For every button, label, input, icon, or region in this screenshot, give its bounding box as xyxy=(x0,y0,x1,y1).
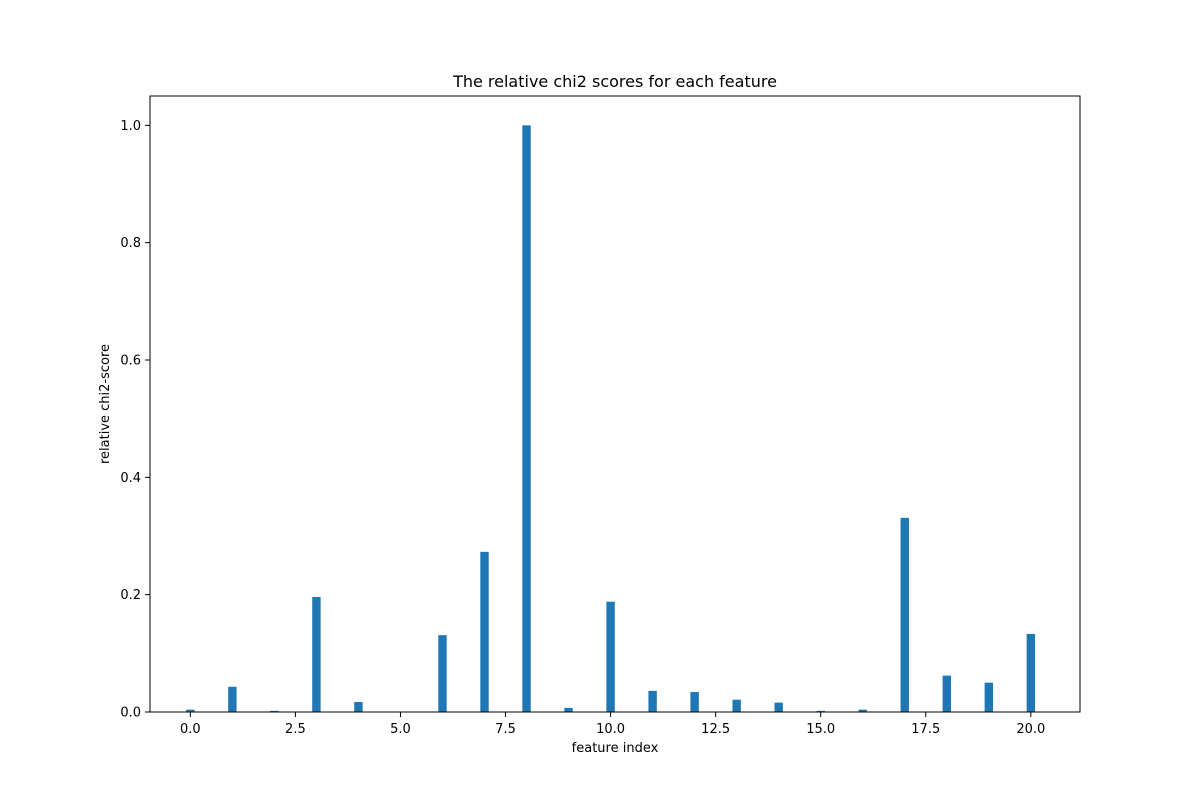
y-ticks-group: 0.0 0.2 0.4 0.6 0.8 1.0 xyxy=(120,119,150,721)
x-tick-label: 2.5 xyxy=(285,722,306,737)
bar-feature-6 xyxy=(438,635,447,712)
bar-feature-2 xyxy=(270,710,279,712)
bar-feature-16 xyxy=(858,709,867,712)
bar-feature-14 xyxy=(774,702,783,712)
x-tick-label: 5.0 xyxy=(390,722,411,737)
x-tick-label: 0.0 xyxy=(180,722,201,737)
x-tick-label: 20.0 xyxy=(1016,722,1045,737)
y-axis-label: relative chi2-score xyxy=(98,344,113,464)
bar-feature-18 xyxy=(942,675,951,712)
bar-feature-0 xyxy=(186,709,195,712)
y-tick-label: 0.0 xyxy=(120,706,141,721)
x-axis-label: feature index xyxy=(572,741,659,756)
bar-feature-9 xyxy=(564,707,573,712)
bar-feature-11 xyxy=(648,690,657,712)
x-tick-label: 10.0 xyxy=(596,722,625,737)
x-ticks-group: 0.0 2.5 5.0 7.5 10.0 12.5 15.0 17.5 20.0 xyxy=(180,712,1045,737)
bar-feature-19 xyxy=(984,682,994,712)
y-tick-label: 0.6 xyxy=(120,354,141,369)
bar-feature-8 xyxy=(522,125,531,713)
bars-group xyxy=(186,125,1036,713)
chart-title: The relative chi2 scores for each featur… xyxy=(452,72,777,91)
x-tick-label: 15.0 xyxy=(806,722,835,737)
x-tick-label: 7.5 xyxy=(495,722,516,737)
x-tick-label: 12.5 xyxy=(701,722,730,737)
y-tick-label: 0.2 xyxy=(120,588,141,603)
bar-feature-3 xyxy=(312,597,321,712)
bar-feature-4 xyxy=(354,702,363,712)
y-tick-label: 0.8 xyxy=(120,236,141,251)
plot-area-frame xyxy=(149,95,1081,713)
bar-feature-13 xyxy=(732,699,741,712)
x-tick-label: 17.5 xyxy=(911,722,940,737)
y-tick-label: 1.0 xyxy=(120,119,141,134)
bar-feature-20 xyxy=(1026,633,1036,712)
bar-feature-1 xyxy=(228,686,237,712)
bar-feature-7 xyxy=(480,551,489,712)
bar-feature-15 xyxy=(816,710,825,712)
bar-feature-12 xyxy=(690,692,699,712)
bar-feature-17 xyxy=(900,517,909,712)
y-tick-label: 0.4 xyxy=(120,471,141,486)
bar-feature-10 xyxy=(606,601,615,712)
